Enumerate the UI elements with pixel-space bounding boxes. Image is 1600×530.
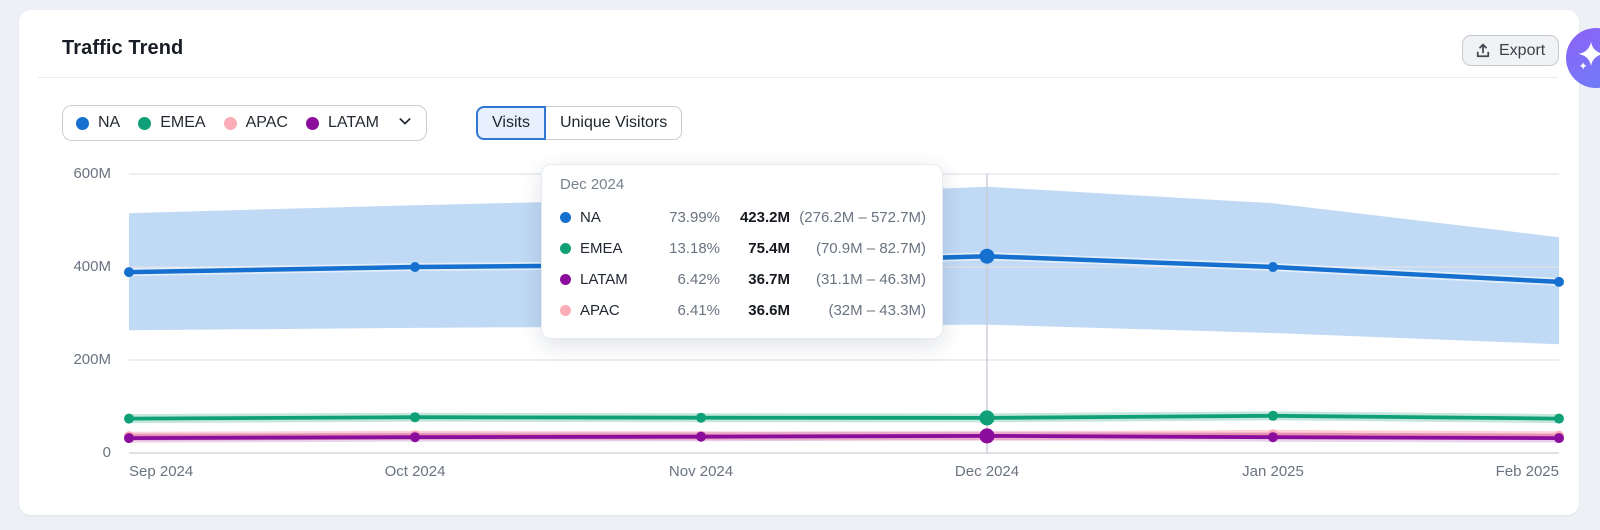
tooltip-range: (70.9M – 82.7M) [815,240,926,257]
y-axis-tick: 400M [73,258,111,275]
region-legend-dropdown[interactable]: NA EMEA APAC LATAM [62,105,427,141]
toggle-unique-visitors[interactable]: Unique Visitors [544,106,683,140]
tooltip-row-emea: EMEA 13.18% 75.4M (70.9M – 82.7M) [560,233,926,264]
page-title: Traffic Trend [62,37,184,59]
latam-point-dec-2024[interactable] [979,428,995,444]
tooltip-range: (32M – 43.3M) [828,302,926,319]
emea-point-sep-2024[interactable] [124,413,134,424]
na-point-oct-2024[interactable] [410,262,420,272]
legend-item-emea[interactable]: EMEA [138,114,206,132]
latam-point-feb-2025[interactable] [1554,433,1564,444]
tooltip-percent: 13.18% [669,240,720,257]
chart-tooltip: Dec 2024 NA 73.99% 423.2M (276.2M – 572.7M)… [541,164,943,339]
x-axis-tick: Jan 2025 [1242,463,1304,480]
latam-point-nov-2024[interactable] [696,431,706,442]
apac-dot-icon [560,305,571,316]
na-point-jan-2025[interactable] [1268,262,1278,272]
tooltip-label: LATAM [580,271,628,288]
latam-point-oct-2024[interactable] [410,432,420,443]
legend-item-latam[interactable]: LATAM [305,114,379,132]
emea-point-feb-2025[interactable] [1554,413,1564,424]
x-axis-tick: Sep 2024 [129,463,194,480]
tooltip-percent: 73.99% [669,209,720,226]
legend-label: NA [98,114,121,131]
emea-dot-icon [560,243,571,254]
emea-point-nov-2024[interactable] [696,412,706,423]
tooltip-row-apac: APAC 6.41% 36.6M (32M – 43.3M) [560,295,926,326]
apac-series-dot-icon [223,116,237,130]
legend-label: EMEA [160,114,206,131]
x-axis-tick: Feb 2025 [1495,463,1559,480]
tooltip-label: APAC [580,302,620,319]
emea-point-dec-2024[interactable] [979,410,995,426]
tooltip-range: (31.1M – 46.3M) [815,271,926,288]
x-axis-tick: Oct 2024 [384,463,446,480]
na-point-sep-2024[interactable] [124,267,134,278]
chevron-down-icon [397,113,413,134]
metric-toggle: Visits Unique Visitors [476,106,683,140]
latam-point-sep-2024[interactable] [124,433,134,444]
na-dot-icon [560,212,571,223]
latam-point-jan-2025[interactable] [1268,432,1278,443]
export-button[interactable]: Export [1462,35,1560,66]
tooltip-range: (276.2M – 572.7M) [799,209,926,226]
emea-line [127,413,1561,421]
emea-point-oct-2024[interactable] [410,412,420,423]
tooltip-percent: 6.41% [677,302,720,319]
tooltip-label: NA [580,209,601,226]
latam-series-dot-icon [305,116,319,130]
tooltip-row-na: NA 73.99% 423.2M (276.2M – 572.7M) [560,202,926,233]
export-label: Export [1499,41,1546,59]
tooltip-percent: 6.42% [677,271,720,288]
traffic-trend-card: Traffic Trend Export NA EMEA APAC LATAM Vis… [19,10,1579,515]
tooltip-value: 423.2M [739,209,790,226]
traffic-trend-chart: 600M 400M 200M 0 Sep 2024 Oct 2024 Nov 2024 Dec… [19,10,1579,515]
na-series-dot-icon [76,116,89,130]
y-axis-tick: 600M [73,165,111,182]
toggle-visits[interactable]: Visits [476,106,546,140]
tooltip-value: 75.4M [748,240,790,257]
x-axis-tick: Nov 2024 [668,463,734,480]
export-upload-icon [1474,42,1492,60]
tooltip-value: 36.7M [748,271,790,288]
emea-series-dot-icon [138,116,152,130]
legend-item-na[interactable]: NA [76,114,120,132]
emea-point-jan-2025[interactable] [1268,410,1278,421]
legend-label: APAC [245,114,288,131]
x-axis-tick: Dec 2024 [954,463,1020,480]
y-axis-tick: 200M [73,351,111,368]
legend-item-apac[interactable]: APAC [223,114,288,132]
tooltip-label: EMEA [580,240,623,257]
tooltip-title: Dec 2024 [560,176,625,193]
tooltip-value: 36.6M [748,302,790,319]
na-point-dec-2024[interactable] [979,248,995,264]
sparkle-icon [1574,39,1600,78]
legend-label: LATAM [327,114,379,131]
latam-line [127,433,1561,441]
y-axis-tick: 0 [102,444,111,461]
na-point-feb-2025[interactable] [1554,276,1564,287]
header-divider [38,77,1558,78]
latam-dot-icon [560,274,571,285]
tooltip-row-latam: LATAM 6.42% 36.7M (31.1M – 46.3M) [560,264,926,295]
